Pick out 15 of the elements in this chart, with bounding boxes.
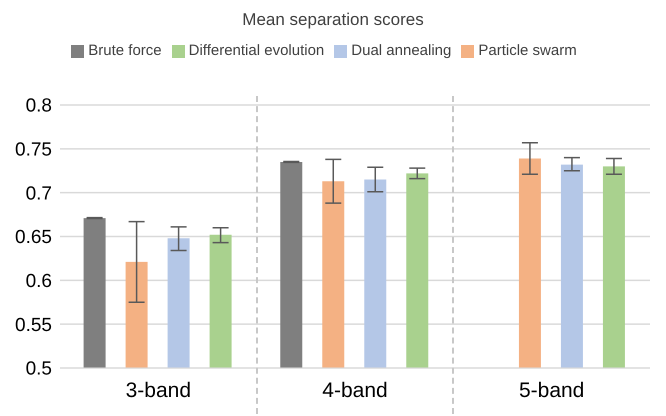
legend-label: Brute force bbox=[88, 42, 162, 59]
x-tick-label: 5-band bbox=[518, 378, 584, 402]
chart-title: Mean separation scores bbox=[241, 10, 425, 30]
y-tick-label: 0.55 bbox=[15, 314, 52, 336]
legend-label: Differential evolution bbox=[188, 42, 324, 59]
x-tick-label: 3-band bbox=[126, 378, 192, 402]
y-tick-label: 0.75 bbox=[15, 140, 52, 161]
y-tick-label: 0.65 bbox=[15, 227, 52, 248]
legend-label: Particle swarm bbox=[478, 42, 577, 59]
legend-label: Dual annealing bbox=[351, 42, 452, 59]
y-tick-label: 0.8 bbox=[26, 96, 52, 117]
y-tick-label: 0.6 bbox=[26, 271, 52, 292]
y-tick-label: 0.7 bbox=[26, 183, 52, 204]
x-tick-label: 4-band bbox=[322, 378, 388, 402]
y-tick-label: 0.5 bbox=[26, 358, 52, 380]
